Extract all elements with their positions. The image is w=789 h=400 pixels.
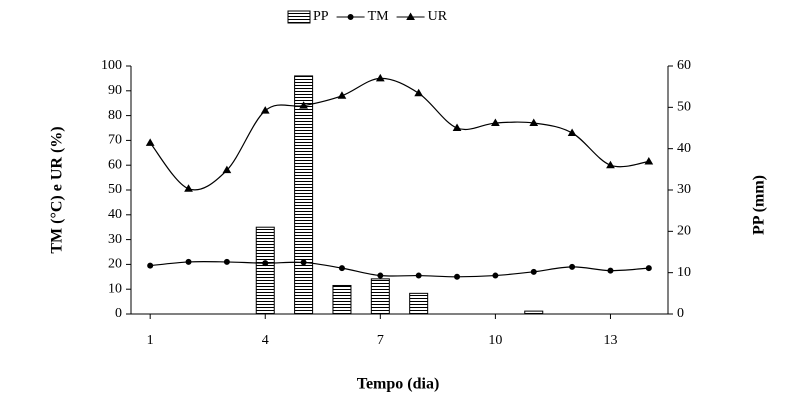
marker (299, 101, 308, 109)
bar (332, 284, 352, 315)
y2-tick-label: 60 (677, 58, 691, 73)
marker (185, 258, 192, 265)
y-tick-label: 100 (101, 58, 122, 73)
marker (452, 123, 462, 131)
y-tick-label: 60 (108, 157, 122, 172)
legend-label: PP (313, 9, 329, 24)
legend-label: UR (428, 9, 448, 24)
y2-tick-label: 30 (677, 182, 691, 197)
y-axis-title: TM (°C) e UR (%) (49, 126, 66, 253)
marker (147, 262, 154, 269)
y2-tick-label: 10 (677, 265, 691, 280)
y2-tick-label: 50 (677, 100, 691, 115)
bar (524, 310, 544, 315)
bar (409, 292, 429, 315)
y2-tick-label: 40 (677, 141, 691, 156)
marker (338, 265, 345, 272)
marker (262, 260, 269, 267)
y-tick-label: 70 (108, 133, 122, 148)
marker (567, 128, 577, 136)
line (150, 260, 649, 278)
marker (414, 88, 424, 97)
y-tick-label: 20 (108, 257, 122, 272)
bar (370, 278, 390, 315)
marker (260, 106, 270, 114)
marker (415, 272, 422, 279)
marker (569, 263, 576, 270)
y2-tick-label: 20 (677, 224, 691, 239)
marker (529, 118, 539, 127)
legend-label: TM (368, 9, 390, 24)
y-tick-label: 30 (108, 232, 122, 247)
y-tick-label: 40 (108, 207, 122, 222)
marker (607, 267, 614, 274)
marker (337, 91, 347, 99)
marker (645, 265, 652, 272)
marker (375, 73, 385, 82)
marker (530, 268, 537, 275)
marker (222, 165, 232, 174)
y-tick-label: 10 (108, 281, 122, 296)
line (149, 77, 649, 191)
marker (300, 259, 307, 266)
marker (492, 272, 499, 279)
marker (377, 272, 384, 279)
marker (184, 184, 193, 192)
y-tick-label: 50 (108, 182, 122, 197)
marker (491, 118, 500, 127)
x-tick-label: 13 (603, 333, 617, 348)
x-tick-label: 7 (377, 333, 384, 348)
marker (223, 258, 230, 265)
y2-tick-label: 0 (677, 306, 684, 321)
marker (454, 273, 461, 280)
y-tick-label: 80 (108, 108, 122, 123)
marker (347, 14, 354, 20)
x-tick-label: 10 (488, 333, 502, 348)
x-axis-title: Tempo (dia) (357, 376, 440, 393)
x-tick-label: 4 (262, 333, 269, 348)
y-tick-label: 0 (115, 306, 122, 321)
marker (606, 160, 615, 169)
marker (145, 138, 155, 146)
y2-axis-title: PP (mm) (751, 175, 768, 235)
bar (255, 226, 275, 315)
marker (406, 12, 415, 20)
bar (294, 75, 314, 315)
y-tick-label: 90 (108, 83, 122, 98)
marker (644, 156, 654, 165)
x-tick-label: 1 (147, 333, 154, 348)
legend-swatch (287, 10, 311, 24)
